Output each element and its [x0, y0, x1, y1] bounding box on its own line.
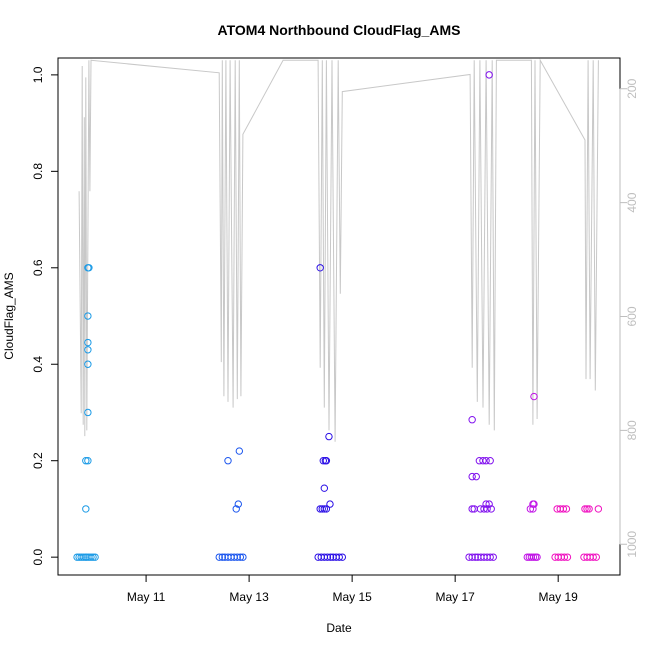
point [563, 553, 572, 561]
point [91, 553, 99, 561]
line-series [78, 58, 599, 442]
point [485, 71, 493, 79]
point [87, 553, 95, 561]
y-tick-label: 0.4 [31, 356, 45, 373]
point [239, 553, 247, 561]
point [326, 553, 335, 561]
x-tick-label: May 15 [332, 590, 372, 604]
point [559, 505, 568, 513]
y2-tick-label: 200 [625, 78, 639, 98]
point [234, 500, 242, 508]
y2-tick-label: 800 [625, 420, 639, 440]
point [468, 505, 476, 513]
point [483, 505, 491, 513]
point [560, 553, 569, 561]
point [479, 457, 487, 465]
point [533, 553, 541, 561]
y-tick-label: 0.0 [31, 548, 45, 565]
point [323, 553, 332, 561]
y2-tick-label: 400 [625, 192, 639, 212]
point [232, 505, 240, 513]
point [480, 505, 488, 513]
point [85, 264, 93, 272]
y-axis-label: CloudFlag_AMS [2, 272, 16, 359]
point [472, 472, 480, 481]
point [84, 338, 92, 347]
point [84, 312, 92, 320]
point [594, 505, 603, 513]
point [215, 553, 223, 561]
point [320, 505, 329, 513]
point [468, 416, 476, 424]
point [82, 505, 90, 513]
point [320, 484, 329, 492]
point [84, 360, 92, 368]
point [562, 505, 571, 513]
point [468, 553, 476, 561]
point [585, 505, 593, 513]
x-tick-label: May 13 [229, 590, 269, 604]
y-tick-label: 1.0 [31, 66, 45, 83]
y-tick-label: 0.6 [31, 259, 45, 276]
point [592, 553, 601, 561]
point [235, 447, 244, 455]
x-tick-label: May 17 [435, 590, 475, 604]
point [530, 392, 538, 401]
point [338, 553, 347, 561]
point [79, 553, 87, 561]
point [322, 457, 331, 465]
point [322, 505, 331, 513]
point [82, 457, 90, 465]
point [318, 505, 326, 513]
y-tick-label: 0.8 [31, 163, 45, 180]
point [316, 264, 324, 272]
point [89, 553, 97, 561]
point [529, 505, 537, 513]
point [530, 500, 538, 508]
point [486, 553, 494, 561]
point [482, 457, 490, 465]
point [583, 505, 591, 513]
point [482, 500, 490, 508]
point [84, 408, 92, 417]
point [468, 472, 476, 481]
point [77, 553, 85, 561]
point [527, 553, 536, 561]
point [84, 346, 92, 354]
point [236, 553, 245, 561]
point [589, 553, 597, 561]
point [581, 505, 589, 513]
y2-tick-label: 600 [625, 306, 639, 326]
point [319, 457, 327, 465]
plot-area [73, 58, 603, 561]
point [326, 500, 334, 508]
point [489, 553, 497, 561]
point [529, 553, 538, 561]
y-tick-label: 0.2 [31, 452, 45, 469]
chart-title: ATOM4 Northbound CloudFlag_AMS [218, 22, 461, 38]
point [325, 432, 333, 441]
point [486, 457, 494, 465]
x-tick-label: May 19 [539, 590, 579, 604]
point [218, 553, 227, 561]
point [485, 500, 493, 508]
point [224, 457, 232, 465]
point [487, 505, 495, 513]
point [84, 457, 92, 465]
point [233, 553, 241, 561]
point [335, 553, 343, 561]
y2-tick-label: 1000 [625, 531, 639, 558]
point [471, 553, 479, 561]
x-tick-label: May 11 [127, 590, 166, 604]
x-axis-label: Date [326, 621, 352, 635]
